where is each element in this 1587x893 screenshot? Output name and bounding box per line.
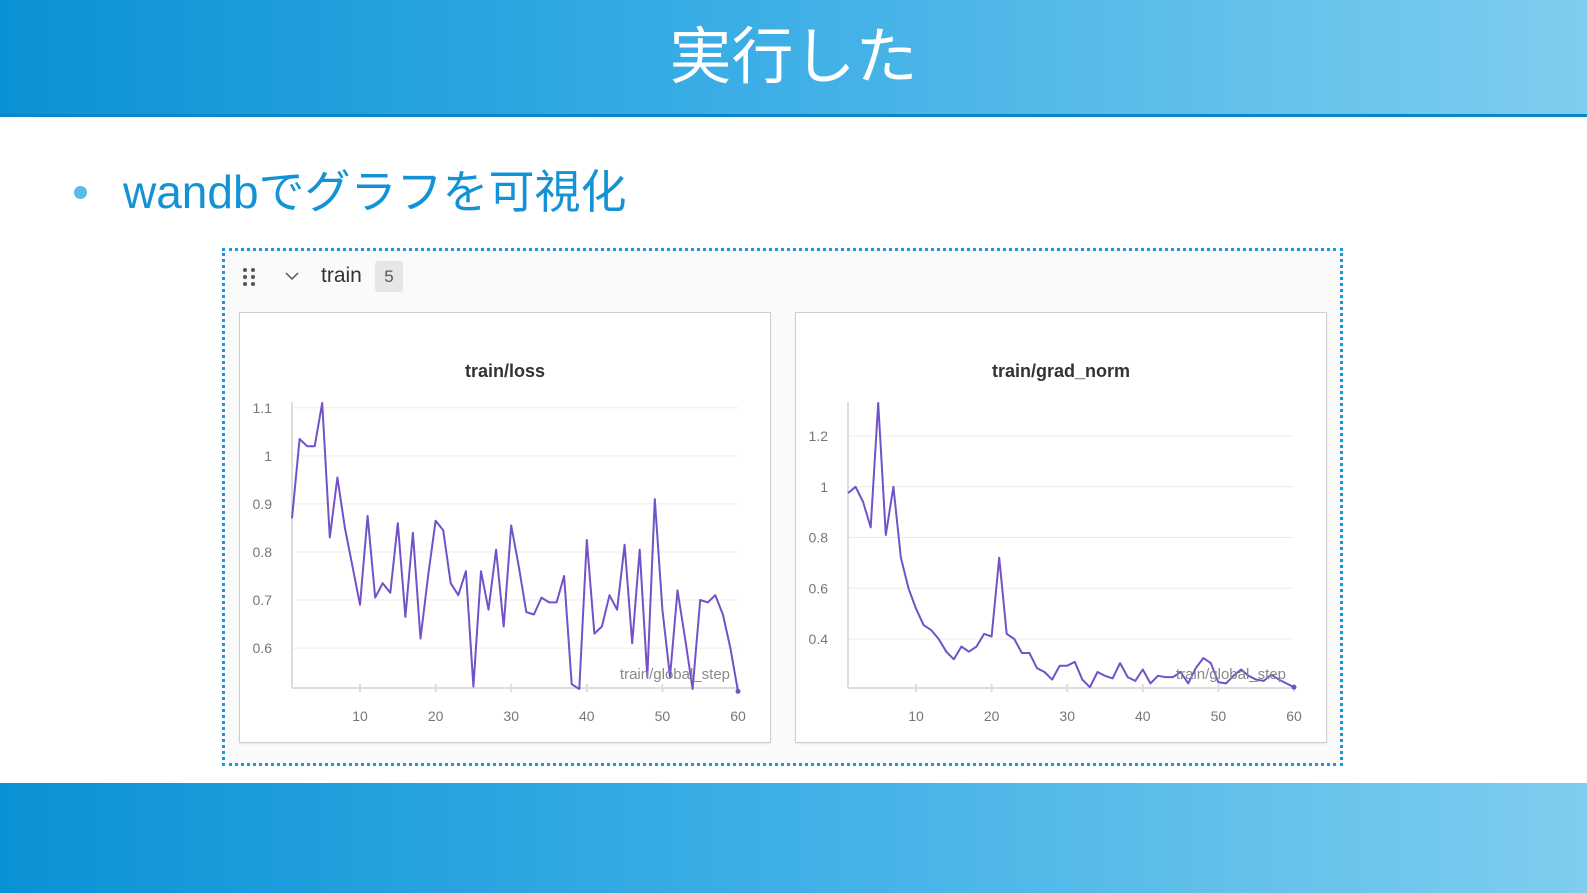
x-tick-label: 20 (428, 708, 444, 724)
chart-title: train/grad_norm (991, 361, 1131, 381)
y-tick-label: 0.7 (253, 592, 273, 608)
panel-count-badge: 5 (375, 261, 403, 292)
slide-header: 実行した (0, 0, 1587, 117)
x-tick-label: 50 (1211, 708, 1227, 724)
slide-footer (0, 783, 1587, 893)
x-axis-label: train/global_step (1176, 666, 1286, 683)
y-tick-label: 0.8 (253, 544, 273, 560)
y-tick-label: 0.6 (253, 640, 273, 656)
data-point (735, 688, 741, 694)
x-tick-label: 10 (908, 708, 924, 724)
chart-panel-loss[interactable]: train/loss 1.1 1 0.9 0.8 0.7 0.6 10 20 30 40 50 60 t… (239, 312, 771, 743)
x-tick-label: 60 (1286, 708, 1302, 724)
chart-panel-grad-norm[interactable]: train/grad_norm 1.2 1 0.8 0.6 0.4 10 20 30 40 50 6… (795, 312, 1327, 743)
bullet-icon (74, 186, 87, 199)
bullet-text: wandbでグラフを可視化 (123, 166, 627, 218)
x-axis-label: train/global_step (620, 666, 730, 683)
series-line (847, 402, 1295, 689)
data-point (1291, 684, 1297, 690)
slide-title: 実行した (669, 20, 918, 93)
y-tick-label: 0.6 (809, 580, 829, 596)
section-name[interactable]: train (321, 264, 362, 287)
y-tick-label: 0.4 (809, 631, 829, 647)
chart-svg: 1.2 1 0.8 0.6 0.4 10 20 30 40 50 60 train/global_st… (809, 402, 1302, 724)
x-tick-label: 30 (1059, 708, 1075, 724)
y-tick-label: 1.1 (253, 400, 273, 416)
y-tick-label: 1 (264, 448, 272, 464)
x-tick-label: 10 (352, 708, 368, 724)
x-tick-label: 40 (1135, 708, 1151, 724)
chevron-down-icon[interactable] (285, 266, 299, 285)
x-tick-label: 20 (984, 708, 1000, 724)
series-line (291, 402, 739, 692)
chart-title: train/loss (464, 361, 546, 381)
chart-svg: 1.1 1 0.9 0.8 0.7 0.6 10 20 30 40 50 60 train/global… (253, 400, 746, 724)
y-tick-label: 0.8 (809, 530, 829, 546)
x-tick-label: 50 (655, 708, 671, 724)
y-tick-label: 1.2 (809, 428, 829, 444)
x-tick-label: 60 (730, 708, 746, 724)
y-tick-label: 0.9 (253, 496, 273, 512)
x-tick-label: 40 (579, 708, 595, 724)
x-tick-label: 30 (503, 708, 519, 724)
y-tick-label: 1 (820, 479, 828, 495)
